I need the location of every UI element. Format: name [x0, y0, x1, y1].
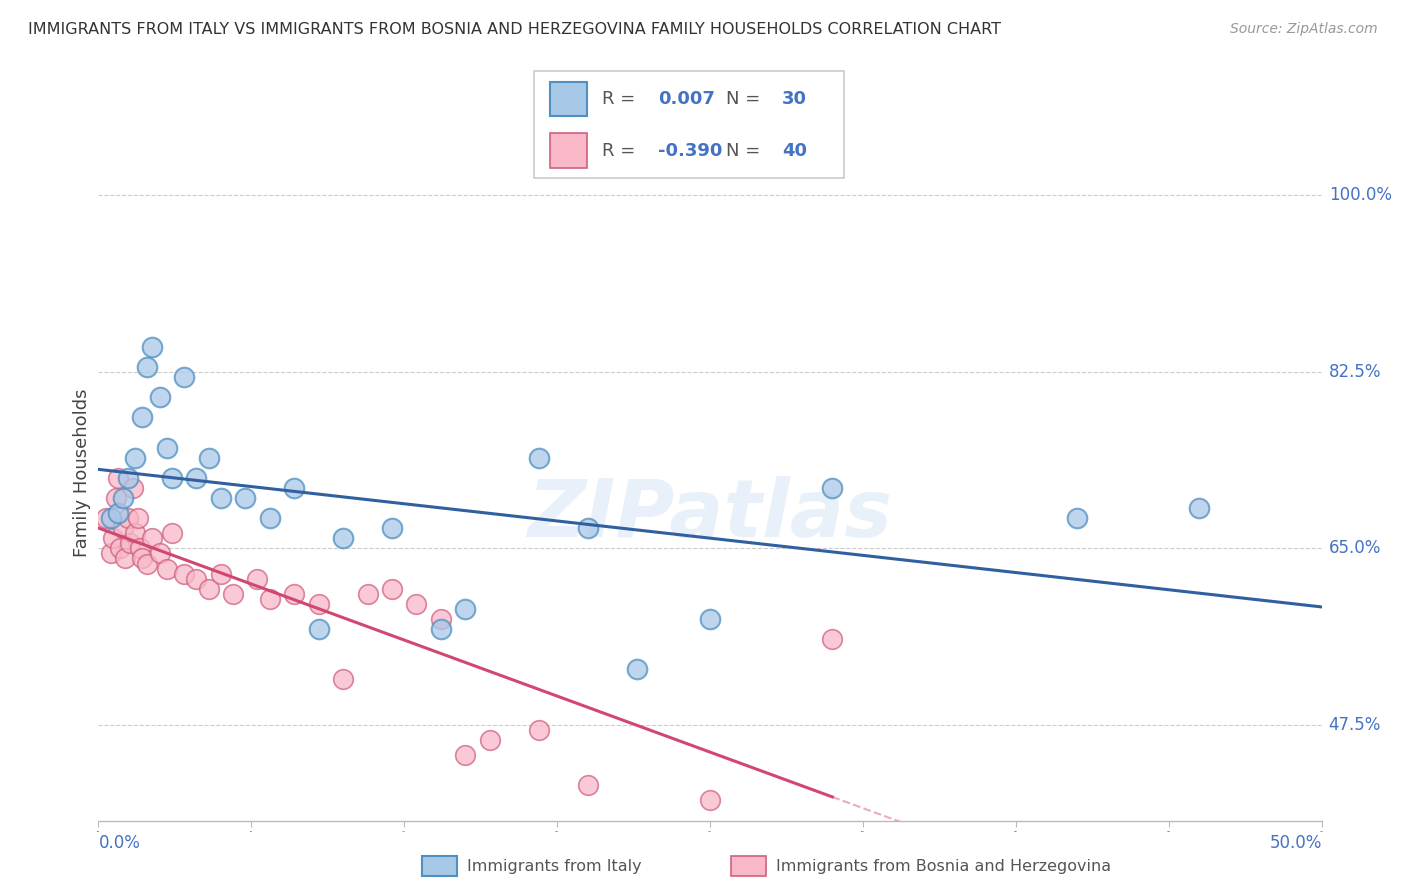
- Point: [104, 491, 127, 505]
- Y-axis label: Family Households: Family Households: [73, 389, 91, 557]
- Point: [156, 441, 179, 455]
- Point: [141, 531, 163, 545]
- Text: N =: N =: [725, 90, 766, 108]
- Point: [117, 471, 139, 485]
- Point: [107, 506, 129, 520]
- Point: [156, 561, 179, 575]
- Point: [209, 566, 232, 581]
- Point: [576, 521, 599, 535]
- Point: [478, 733, 501, 747]
- Point: [246, 572, 269, 586]
- Point: [173, 370, 195, 384]
- Point: [356, 587, 378, 601]
- Point: [197, 582, 219, 596]
- Point: [209, 491, 232, 505]
- Point: [120, 536, 142, 550]
- Point: [121, 481, 143, 495]
- Text: Immigrants from Bosnia and Herzegovina: Immigrants from Bosnia and Herzegovina: [776, 859, 1111, 873]
- Point: [527, 723, 550, 737]
- Point: [117, 511, 139, 525]
- Text: 0.007: 0.007: [658, 90, 714, 108]
- Point: [454, 602, 477, 616]
- Point: [160, 471, 183, 485]
- Point: [283, 481, 305, 495]
- Point: [1188, 501, 1211, 516]
- Text: Immigrants from Italy: Immigrants from Italy: [467, 859, 641, 873]
- Point: [186, 572, 208, 586]
- Text: 82.5%: 82.5%: [1329, 363, 1381, 381]
- Bar: [550, 82, 586, 116]
- Text: R =: R =: [602, 90, 641, 108]
- Point: [160, 526, 183, 541]
- Point: [124, 450, 146, 465]
- Text: IMMIGRANTS FROM ITALY VS IMMIGRANTS FROM BOSNIA AND HERZEGOVINA FAMILY HOUSEHOLD: IMMIGRANTS FROM ITALY VS IMMIGRANTS FROM…: [28, 22, 1001, 37]
- Text: Source: ZipAtlas.com: Source: ZipAtlas.com: [1230, 22, 1378, 37]
- Point: [124, 526, 146, 541]
- Point: [308, 622, 330, 636]
- Point: [141, 340, 163, 354]
- Point: [110, 541, 132, 556]
- Point: [332, 673, 354, 687]
- Point: [821, 481, 844, 495]
- Point: [381, 521, 404, 535]
- Text: 30: 30: [782, 90, 807, 108]
- Point: [111, 521, 134, 535]
- Point: [430, 622, 453, 636]
- Point: [129, 541, 152, 556]
- Point: [149, 390, 172, 404]
- Text: 100.0%: 100.0%: [1329, 186, 1392, 204]
- Point: [821, 632, 844, 647]
- Text: 50.0%: 50.0%: [1270, 834, 1322, 852]
- Text: 40: 40: [782, 142, 807, 160]
- Text: R =: R =: [602, 142, 641, 160]
- Point: [454, 748, 477, 763]
- Point: [136, 359, 159, 374]
- Point: [114, 551, 136, 566]
- Point: [308, 597, 330, 611]
- Point: [111, 491, 134, 505]
- Point: [259, 511, 281, 525]
- Point: [149, 546, 172, 560]
- Point: [136, 557, 159, 571]
- Point: [186, 471, 208, 485]
- Point: [527, 450, 550, 465]
- Point: [1066, 511, 1088, 525]
- Point: [233, 491, 256, 505]
- Text: -0.390: -0.390: [658, 142, 723, 160]
- Point: [332, 531, 354, 545]
- Point: [222, 587, 245, 601]
- Text: 47.5%: 47.5%: [1329, 716, 1381, 734]
- Point: [100, 511, 122, 525]
- Point: [101, 531, 124, 545]
- Text: ZIPatlas: ZIPatlas: [527, 475, 893, 554]
- Point: [576, 778, 599, 792]
- Point: [173, 566, 195, 581]
- Text: 65.0%: 65.0%: [1329, 540, 1381, 558]
- Text: 0.0%: 0.0%: [98, 834, 141, 852]
- Point: [107, 471, 129, 485]
- Point: [100, 546, 122, 560]
- Point: [131, 551, 153, 566]
- Point: [699, 793, 721, 807]
- Point: [626, 662, 648, 676]
- Point: [699, 612, 721, 626]
- FancyBboxPatch shape: [534, 71, 844, 178]
- Bar: [550, 134, 586, 168]
- Point: [283, 587, 305, 601]
- Point: [381, 582, 404, 596]
- Point: [131, 410, 153, 425]
- Point: [94, 511, 117, 525]
- Point: [405, 597, 427, 611]
- Point: [430, 612, 453, 626]
- Text: N =: N =: [725, 142, 766, 160]
- Point: [197, 450, 219, 465]
- Point: [259, 591, 281, 606]
- Point: [127, 511, 149, 525]
